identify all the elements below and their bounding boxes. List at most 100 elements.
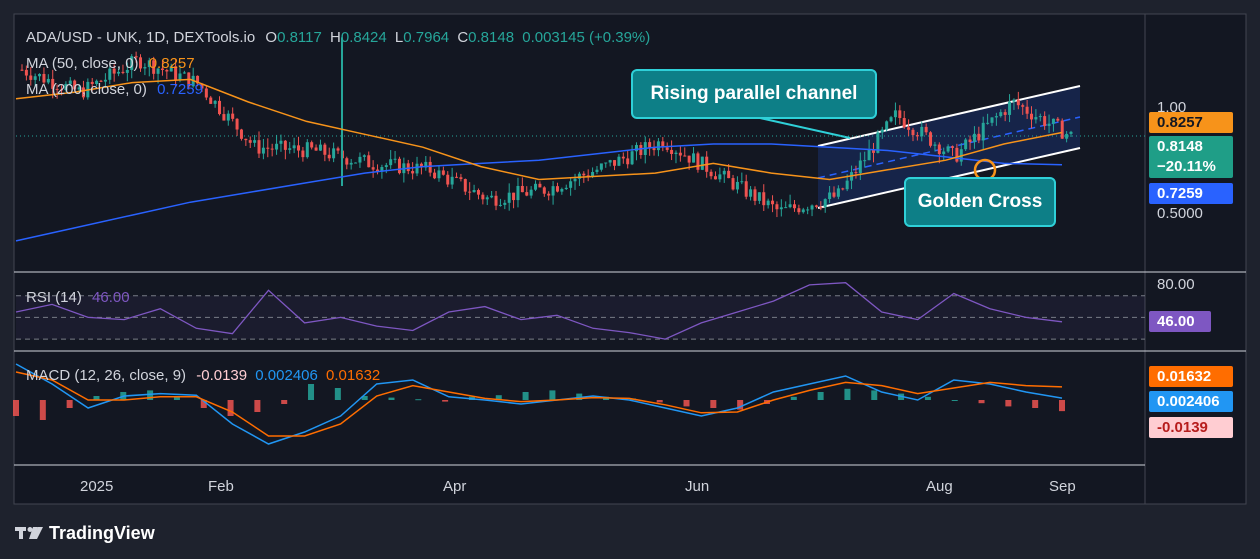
candle-body [889, 117, 893, 122]
open-label: O [265, 29, 278, 46]
candle-body [196, 75, 200, 84]
candle-body [744, 181, 748, 197]
macd-hist-bar [39, 400, 46, 420]
close-value: 0.8148 [468, 29, 515, 46]
candle-body [542, 187, 546, 194]
candle-body [231, 113, 235, 119]
candle-body [411, 171, 415, 174]
candle-body [534, 183, 538, 190]
macd-hist-bar [227, 400, 234, 416]
candle-body [634, 145, 638, 152]
candle-body [876, 132, 880, 153]
high-value: 0.8424 [340, 29, 387, 46]
candle-body [665, 147, 669, 150]
ma200-value: 0.7259 [157, 81, 203, 98]
macd-hist-bar [1005, 400, 1012, 407]
candle-body [160, 68, 164, 70]
candle-body [235, 118, 239, 130]
candle-body [81, 87, 85, 98]
candle-body [125, 69, 129, 73]
candle-body [20, 69, 24, 71]
macd-hist-bar [656, 400, 663, 403]
candle-body [33, 76, 37, 80]
candle-body [722, 170, 726, 175]
candle-body [652, 148, 656, 151]
candle-body [29, 75, 33, 80]
candle-body [156, 68, 160, 74]
macd-line-value: 0.002406 [255, 367, 318, 384]
candle-body [209, 97, 213, 104]
candle-body [784, 207, 788, 209]
candle-body [630, 151, 634, 165]
candle-body [700, 156, 704, 170]
candle-body [90, 81, 94, 85]
candle-body [204, 88, 208, 98]
candle-body [529, 189, 533, 196]
candle-body [270, 148, 274, 150]
candle-body [169, 66, 173, 72]
candle-body [182, 72, 186, 74]
candle-body [143, 67, 147, 69]
macd-hist-bar [334, 388, 341, 400]
rsi-label: RSI (14) [26, 289, 82, 306]
candle-body [907, 127, 911, 130]
low-value: 0.7964 [403, 29, 450, 46]
candle-body [613, 160, 617, 166]
candle-body [670, 149, 674, 154]
candle-body [661, 141, 665, 148]
macd-hist-bar [93, 396, 100, 400]
candle-body [103, 79, 107, 82]
ma50-label: MA (50, close, 0) [26, 55, 139, 72]
candle-body [1029, 113, 1033, 120]
candle-body [920, 126, 924, 137]
candle-body [977, 133, 981, 141]
macd-hist-value: -0.0139 [196, 367, 248, 384]
macd-badge: 0.002406 [1149, 391, 1233, 412]
candle-body [999, 112, 1003, 117]
candle-body [433, 172, 437, 179]
macd-signal-line [15, 371, 1063, 437]
macd-hist-bar [817, 392, 824, 400]
candle-body [1012, 99, 1016, 102]
ma50-badge: 0.8257 [1149, 112, 1233, 133]
candle-body [327, 154, 331, 159]
candle-body [990, 117, 994, 123]
candle-body [718, 174, 722, 180]
candle-body [42, 73, 46, 83]
candle-body [946, 146, 950, 152]
candle-body [893, 110, 897, 118]
candle-body [1047, 123, 1051, 126]
macd-hist-bar [522, 392, 529, 400]
macd-hist-bar [495, 395, 502, 400]
ma50-value: 0.8257 [148, 55, 195, 72]
candle-body [972, 133, 976, 143]
candle-body [476, 190, 480, 195]
candle-body [38, 73, 42, 77]
candle-body [305, 142, 309, 158]
candle-body [806, 209, 810, 211]
candle-body [301, 150, 305, 158]
macd-line [15, 363, 1063, 445]
candle-body [406, 163, 410, 172]
price-badge-value: 0.8148 [1157, 138, 1203, 155]
legend-row-macd: MACD (12, 26, close, 9) -0.0139 0.002406… [26, 367, 380, 384]
candle-body [200, 83, 204, 89]
candle-body [801, 209, 805, 213]
golden-cross-callout: Golden Cross [904, 177, 1056, 227]
candle-body [358, 156, 362, 163]
tradingview-logo[interactable]: TradingView [15, 522, 155, 544]
candle-body [261, 147, 265, 154]
channel-upper-line [817, 85, 1081, 147]
candle-body [283, 140, 287, 150]
candle-body [621, 156, 625, 159]
macd-signal-value: 0.01632 [326, 367, 381, 384]
candle-body [121, 71, 125, 73]
candle-body [955, 147, 959, 162]
macd-hist-bar [254, 400, 261, 412]
candle-body [446, 174, 450, 185]
candle-body [332, 148, 336, 159]
candle-body [520, 185, 524, 193]
candle-body [709, 171, 713, 177]
macd-hist-bar [844, 388, 851, 400]
